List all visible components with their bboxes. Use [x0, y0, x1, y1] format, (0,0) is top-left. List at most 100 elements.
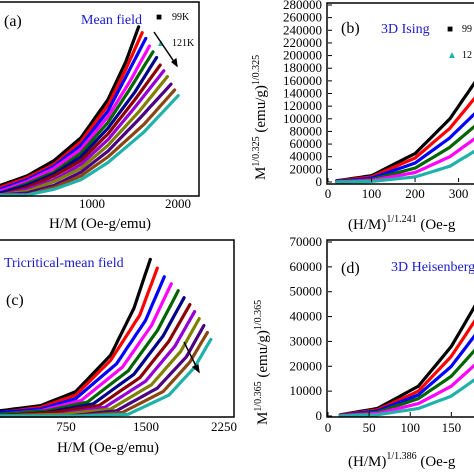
panel-a-frame	[0, 1, 200, 197]
panel-b-xlabel-base: (H/M)	[348, 217, 386, 233]
y-tick-label: 260000	[283, 10, 322, 25]
panel-d: (d) 3D Heisenberg 0 10000 20000 30000 40000 5…	[253, 234, 474, 470]
panel-d-frame	[326, 239, 474, 418]
panel-b-ylabel-exp2: 1/0.325	[251, 55, 262, 85]
y-tick-label: 240000	[283, 22, 322, 37]
panel-a-series-5	[0, 50, 155, 195]
y-tick-label: 60000	[290, 259, 323, 274]
y-tick-label: 10000	[290, 383, 323, 398]
panel-c-label: (c)	[6, 292, 24, 309]
x-tick-label: 0	[325, 420, 332, 435]
panel-a-xtick-2000: 2000	[165, 196, 191, 211]
panel-c-xtick-750: 750	[56, 419, 76, 434]
panel-b-frame	[326, 2, 474, 185]
legend-symbol-12: ▲	[447, 50, 457, 61]
panel-d-ylabel-exp1: 1/0.365	[253, 381, 264, 411]
panel-a-series-2	[0, 31, 144, 189]
x-tick-label: 50	[363, 420, 376, 435]
panel-a-series-10	[0, 82, 173, 197]
y-tick-label: 40000	[290, 149, 323, 164]
panel-a-series-1	[0, 25, 141, 187]
panel-d-xlabel-exp: 1/1.386	[386, 451, 416, 462]
panel-c-series-3	[0, 275, 166, 415]
panel-d-x-ticks: 0 50 100 150	[325, 412, 461, 435]
panel-d-ylabel-mid: (emu/g)	[255, 330, 271, 381]
panel-a-series-12	[0, 94, 180, 197]
panel-a-series-8	[0, 69, 166, 197]
panel-d-ylabel: M1/0.365 (emu/g)1/0.365	[253, 300, 271, 425]
panel-b-x-ticks: 0 100 200 300	[325, 178, 469, 201]
y-tick-label: 120000	[283, 98, 322, 113]
x-tick-label: 150	[442, 420, 462, 435]
y-tick-label: 20000	[290, 358, 323, 373]
y-tick-label: 80000	[290, 123, 323, 138]
panel-b-y-ticks: 0200004000060000800001000001200001400001…	[283, 0, 332, 189]
panel-b-xlabel: (H/M)1/1.241 (Oe-g	[348, 214, 456, 233]
panel-a-plot-area	[0, 25, 180, 197]
y-tick-label: 160000	[283, 73, 322, 88]
panel-b: (b) 3D Ising ■ 99 ▲ 12 02000040000600008…	[251, 0, 474, 233]
panel-b-plot-area	[335, 80, 474, 184]
panel-a-label: (a)	[4, 13, 22, 30]
legend-label-99: 99	[462, 24, 472, 35]
x-tick-label: 200	[405, 186, 425, 201]
x-tick-label: 300	[449, 186, 469, 201]
y-tick-label: 30000	[290, 333, 323, 348]
legend-label-99k: 99K	[172, 12, 190, 23]
panel-b-series-2	[335, 96, 474, 183]
panel-c-xtick-1500: 1500	[133, 419, 159, 434]
panel-b-xlabel-exp: 1/1.241	[386, 214, 416, 225]
panel-a-series-7	[0, 63, 162, 197]
panel-b-ylabel-base: M	[253, 167, 269, 180]
panel-c-series-5	[0, 289, 180, 416]
panel-d-ylabel-exp2: 1/0.365	[253, 300, 264, 330]
panel-a-xlabel: H/M (Oe-g/emu)	[49, 216, 151, 232]
y-tick-label: 50000	[290, 284, 323, 299]
panel-c-plot-area	[0, 257, 213, 418]
panel-d-series-6	[338, 378, 474, 418]
legend-symbol-99: ■	[447, 24, 453, 35]
panel-d-label: (d)	[341, 260, 360, 277]
y-tick-label: 0	[316, 408, 323, 423]
panel-c-frame	[0, 239, 235, 418]
legend-label-121k: 121K	[172, 38, 195, 49]
panel-c-xtick-2250: 2250	[211, 419, 237, 434]
x-tick-label: 0	[325, 186, 332, 201]
panel-d-ylabel-base: M	[255, 412, 271, 425]
panel-a-series-6	[0, 55, 159, 195]
legend-symbol-99k: ■	[156, 12, 162, 23]
panel-c-series-1	[0, 257, 152, 413]
panel-a-series-4	[0, 44, 151, 193]
panel-c-trend-arrow	[183, 341, 200, 374]
y-tick-label: 70000	[290, 234, 323, 249]
panel-a-series-3	[0, 36, 148, 191]
panel-b-title: 3D Ising	[381, 22, 430, 37]
x-tick-label: 100	[362, 186, 382, 201]
panel-d-y-ticks: 0 10000 20000 30000 40000 50000 60000 70000	[290, 234, 332, 423]
panel-b-label: (b)	[341, 20, 360, 37]
y-tick-label: 20000	[290, 161, 323, 176]
panel-a-title: Mean field	[81, 13, 142, 28]
y-tick-label: 180000	[283, 60, 322, 75]
panel-d-xlabel-unit: (Oe-g	[417, 454, 456, 470]
panel-b-ylabel: M1/0.325 (emu/g)1/0.325	[251, 55, 269, 180]
y-tick-label: 0	[316, 174, 323, 189]
panel-d-xlabel-base: (H/M)	[348, 454, 386, 470]
panel-c-title: Tricritical-mean field	[4, 256, 124, 271]
panel-d-xlabel: (H/M)1/1.386 (Oe-g	[348, 451, 456, 470]
y-tick-label: 280000	[283, 0, 322, 12]
panel-d-title: 3D Heisenberg	[391, 260, 474, 275]
y-tick-label: 40000	[290, 309, 323, 324]
y-tick-label: 200000	[283, 48, 322, 63]
panel-a-xtick-1000: 1000	[79, 196, 105, 211]
panel-b-ylabel-mid: (emu/g)	[253, 85, 269, 136]
panel-c: Tricritical-mean field (c) 750 1500 2250…	[0, 239, 237, 456]
y-tick-label: 140000	[283, 86, 322, 101]
x-tick-label: 100	[400, 420, 420, 435]
panel-a-trend-arrow	[153, 31, 178, 68]
panel-a-series-9	[0, 75, 169, 197]
y-tick-label: 100000	[283, 111, 322, 126]
legend-label-12: 12	[462, 50, 472, 61]
panel-d-plot-area	[338, 304, 474, 418]
